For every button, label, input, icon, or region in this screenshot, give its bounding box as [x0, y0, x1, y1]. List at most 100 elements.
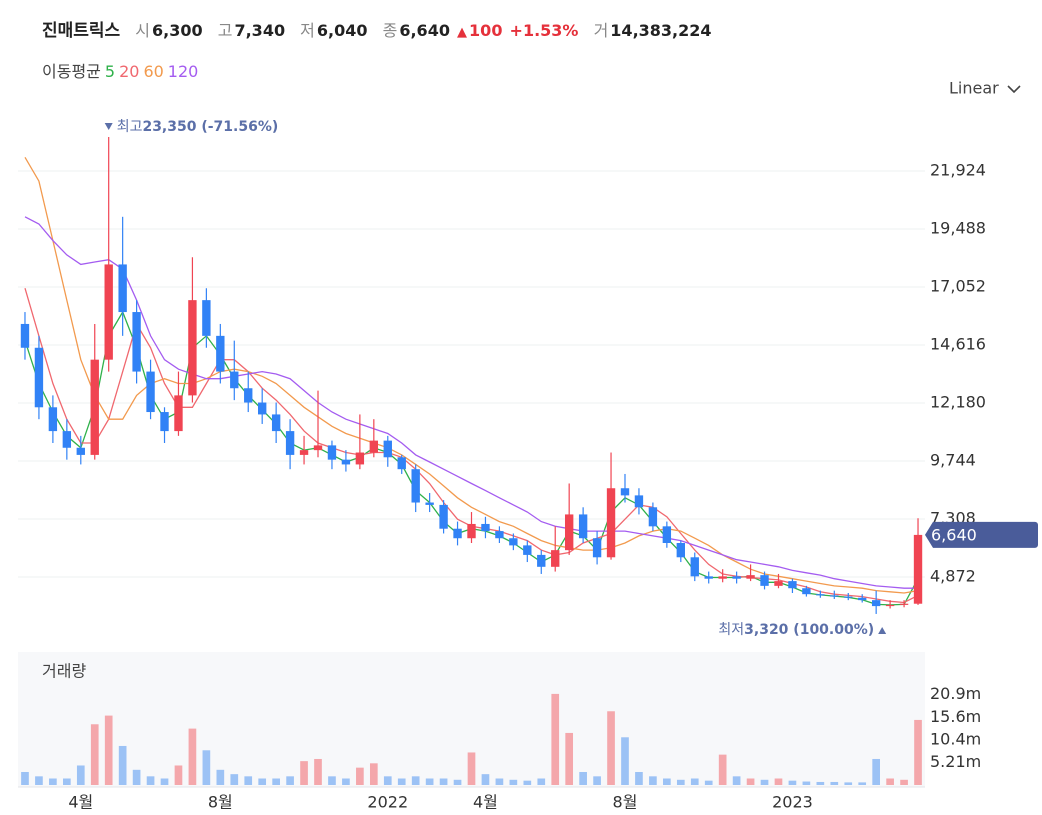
candle-body: [578, 514, 588, 539]
candle-body: [383, 440, 392, 458]
candle-body: [606, 488, 616, 558]
volume-bar: [565, 732, 574, 785]
candle-body: [537, 554, 546, 567]
volume-bar: [411, 776, 420, 785]
quote-header: 진매트릭스 시 6,300 고 7,340 저 6,040 종 6,640 ▲ 100 +…: [42, 16, 714, 41]
candle-body: [816, 594, 825, 596]
candle-body: [355, 452, 365, 465]
candle-body: [244, 388, 253, 403]
change-pct: +1.53%: [509, 21, 579, 40]
candle-body: [509, 538, 518, 546]
ma-line: [24, 288, 919, 604]
open-label: 시: [135, 21, 151, 40]
scale-toggle[interactable]: Linear: [949, 79, 999, 98]
candle-body: [146, 371, 155, 413]
volume-bar: [383, 776, 392, 785]
legend-item[interactable]: 60: [143, 62, 164, 81]
ma-label: 이동평균: [42, 62, 101, 81]
ma-legend[interactable]: 이동평균 5 20 60 120: [42, 58, 202, 82]
candle-body: [327, 445, 337, 460]
volume-bar: [635, 771, 643, 785]
candle-body: [871, 600, 881, 607]
volume-bar: [551, 693, 560, 785]
volume-bar: [397, 778, 406, 785]
close-label: 종: [382, 21, 398, 40]
volume-bar: [774, 778, 783, 785]
candle-body: [132, 312, 141, 372]
volume-bar: [118, 745, 127, 785]
volume-bar: [286, 776, 294, 785]
candle-body: [62, 431, 72, 448]
low-marker: [878, 626, 887, 634]
candle-body: [216, 335, 225, 372]
x-tick-label: 2023: [772, 793, 813, 812]
volume-bar: [621, 737, 629, 785]
volume-bar: [230, 774, 239, 785]
volume-bar: [314, 758, 322, 785]
candle-body: [341, 459, 351, 465]
candle-body: [313, 445, 323, 451]
volume-tick-label: 20.9m: [930, 684, 981, 703]
high-note-label: 최고: [117, 119, 143, 135]
volume-bar: [369, 763, 378, 785]
low-note-value: 3,320 (100.00%): [744, 622, 874, 638]
volume-bar: [802, 781, 811, 785]
legend-item[interactable]: 5: [104, 62, 116, 81]
candle-body: [118, 264, 127, 313]
volume-bar: [35, 776, 43, 785]
y-tick-label: 4,872: [930, 567, 976, 586]
volume-bar: [816, 781, 825, 785]
candle-body: [230, 371, 239, 389]
candle-body: [202, 300, 211, 336]
x-tick-label: 8월: [208, 793, 233, 812]
y-tick-label: 21,924: [930, 161, 986, 180]
ma-line: [24, 156, 919, 594]
volume-bar: [788, 780, 797, 785]
candle-body: [425, 502, 434, 505]
high-value: 7,340: [234, 21, 286, 40]
candle-body: [369, 440, 379, 453]
volume-bar: [495, 778, 504, 785]
candle-body: [495, 531, 504, 539]
x-tick-label: 4월: [473, 793, 498, 812]
volume-bar: [690, 778, 699, 785]
volume-bar: [425, 778, 434, 785]
volume-title: 거래량: [42, 662, 86, 681]
chevron-icon[interactable]: [1007, 85, 1021, 94]
candle-body: [774, 581, 783, 586]
candle-body: [285, 431, 295, 455]
candle-body: [523, 545, 532, 555]
volume-bar: [90, 724, 99, 785]
candle-body: [467, 523, 476, 539]
candle-body: [90, 359, 99, 455]
candle-body: [411, 469, 420, 503]
legend-item[interactable]: 120: [167, 62, 199, 81]
volume-bar: [63, 778, 71, 785]
volume-bar: [160, 778, 169, 785]
candle-body: [718, 576, 727, 579]
volume-bar: [328, 776, 336, 785]
volume-bar: [49, 778, 57, 785]
candle-body: [885, 604, 895, 607]
volume-bar: [663, 778, 671, 785]
y-tick-label: 14,616: [930, 335, 986, 354]
candle-body: [104, 264, 113, 360]
candle-body: [258, 402, 267, 415]
volume-bar: [607, 711, 615, 785]
volume-bar: [258, 778, 267, 785]
candle-body: [48, 407, 58, 432]
volume-bar: [886, 778, 894, 785]
stock-name: 진매트릭스: [42, 21, 121, 41]
candle-body: [676, 543, 685, 558]
volume-bar: [439, 778, 448, 785]
volume-bar: [844, 782, 853, 785]
grid: [18, 170, 925, 578]
low-note-label: 최저: [718, 622, 744, 638]
candle-body: [76, 447, 85, 455]
volume-bar: [202, 750, 211, 785]
volume-value: 14,383,224: [610, 21, 712, 40]
candle-body: [788, 581, 797, 589]
legend-item[interactable]: 20: [119, 62, 140, 81]
